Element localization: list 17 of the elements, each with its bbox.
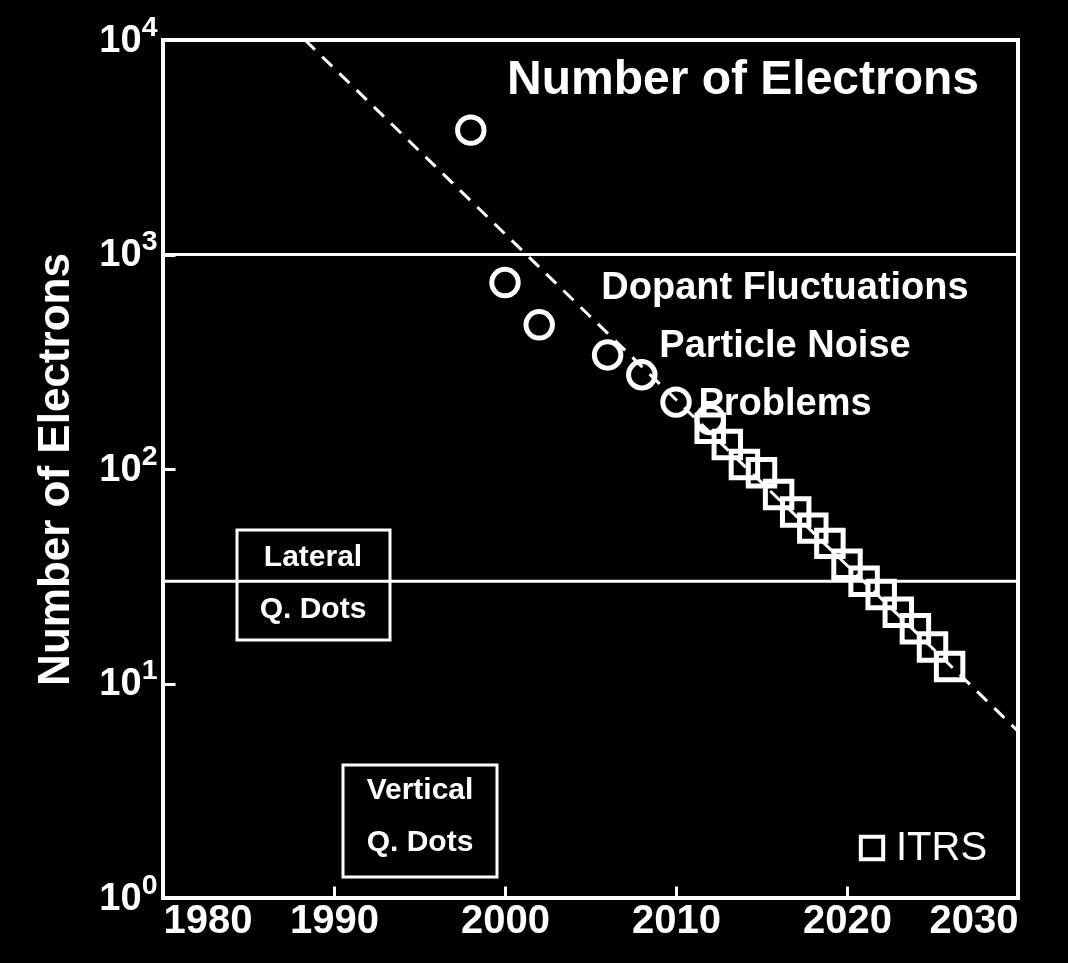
y-tick-label: 10$^{4}$ — [99, 9, 158, 60]
x-tick-label: 2020 — [803, 896, 892, 941]
chart-title: Number of Electrons — [506, 51, 980, 104]
y-tick-label: 10$^{1}$ — [99, 653, 158, 703]
x-tick-label: 2010 — [632, 896, 721, 941]
legend-label: ITRS — [896, 824, 988, 868]
x-tick-label: 1980 — [163, 896, 253, 941]
y-tick-label: 10$^{3}$ — [99, 224, 158, 274]
y-tick-label: 10$^{2}$ — [99, 438, 158, 489]
annotation: Vertical Q. Dots — [366, 772, 474, 857]
annotation: Lateral Q. Dots — [259, 539, 367, 624]
x-tick-label: 2000 — [461, 896, 550, 941]
annotation: Dopant Fluctuations Particle Noise Problems — [601, 265, 969, 423]
x-tick-label: 1990 — [290, 896, 379, 941]
y-tick-label: 10$^{0}$ — [99, 867, 158, 918]
x-tick-label: 2030 — [929, 896, 1019, 941]
y-axis-title: Number of Electrons — [28, 253, 78, 686]
